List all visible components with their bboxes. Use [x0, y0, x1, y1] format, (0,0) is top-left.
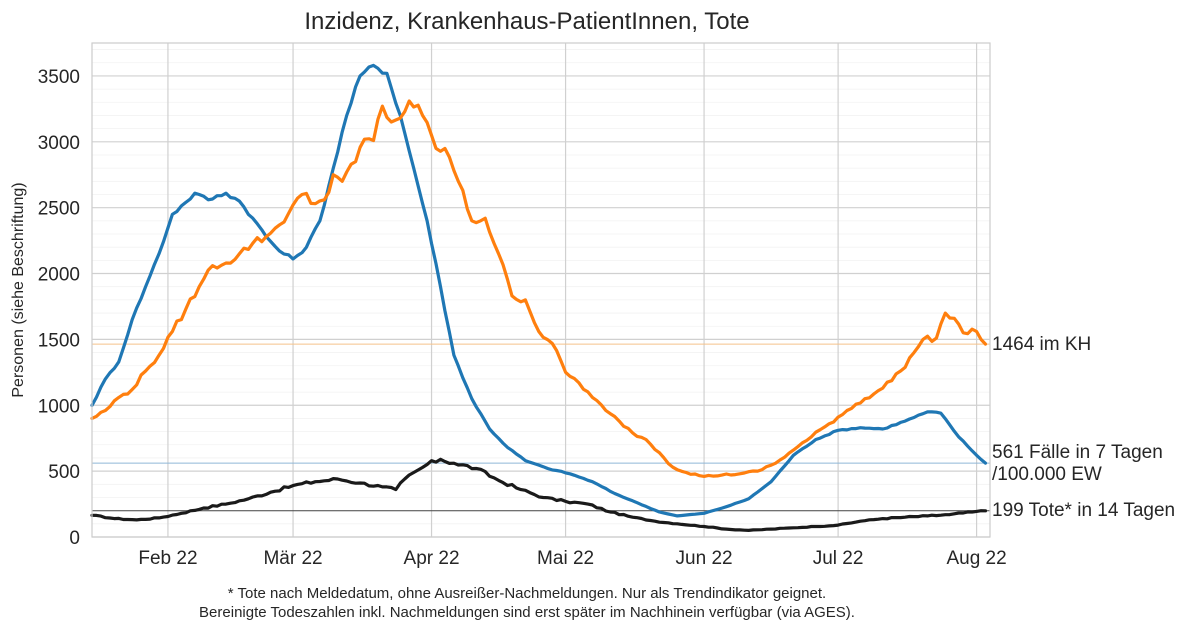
annotation-kh: 1464 im KH: [992, 334, 1091, 355]
y-tick-label: 1000: [38, 396, 80, 417]
annotation-inzidenz: /100.000 EW: [992, 464, 1102, 485]
x-tick-label: Apr 22: [404, 548, 460, 569]
series-line-inzidenz: [90, 63, 988, 518]
x-tick-label: Mai 22: [537, 548, 594, 569]
footnote-line: Bereinigte Todeszahlen inkl. Nachmeldung…: [199, 604, 855, 621]
annotation-inzidenz: 561 Fälle in 7 Tagen: [992, 442, 1163, 463]
series-line-kh: [90, 99, 988, 478]
y-axis-label: Personen (siehe Beschriftung): [10, 182, 27, 397]
footnote: * Tote nach Meldedatum, ohne Ausreißer-N…: [199, 585, 855, 621]
x-tick-label: Feb 22: [138, 548, 197, 569]
y-tick-labels: 0 500 1000 1500 2000 2500 3000 3500: [38, 67, 80, 549]
y-tick-label: 500: [48, 462, 80, 483]
series-line-tote: [90, 457, 988, 532]
reference-lines: [92, 343, 990, 512]
annotations: 1464 im KH 561 Fälle in 7 Tagen/100.000 E…: [992, 334, 1175, 521]
x-tick-label: Jul 22: [813, 548, 864, 569]
plot-frame: [91, 42, 991, 538]
y-tick-label: 0: [69, 528, 80, 549]
y-tick-label: 1500: [38, 330, 80, 351]
footnote-line: * Tote nach Meldedatum, ohne Ausreißer-N…: [228, 585, 826, 602]
y-tick-label: 2000: [38, 265, 80, 286]
x-tick-label: Mär 22: [263, 548, 322, 569]
x-tick-labels: Feb 22 Mär 22 Apr 22 Mai 22 Jun 22 Jul 22 Aug …: [138, 548, 1006, 569]
x-tick-label: Jun 22: [676, 548, 733, 569]
y-tick-label: 2500: [38, 199, 80, 220]
series-lines: [90, 63, 988, 532]
chart-title: Inzidenz, Krankenhaus-PatientInnen, Tote: [304, 8, 749, 35]
y-tick-label: 3500: [38, 67, 80, 88]
annotation-tote: 199 Tote* in 14 Tagen: [992, 500, 1175, 521]
y-tick-label: 3000: [38, 133, 80, 154]
x-tick-label: Aug 22: [946, 548, 1006, 569]
